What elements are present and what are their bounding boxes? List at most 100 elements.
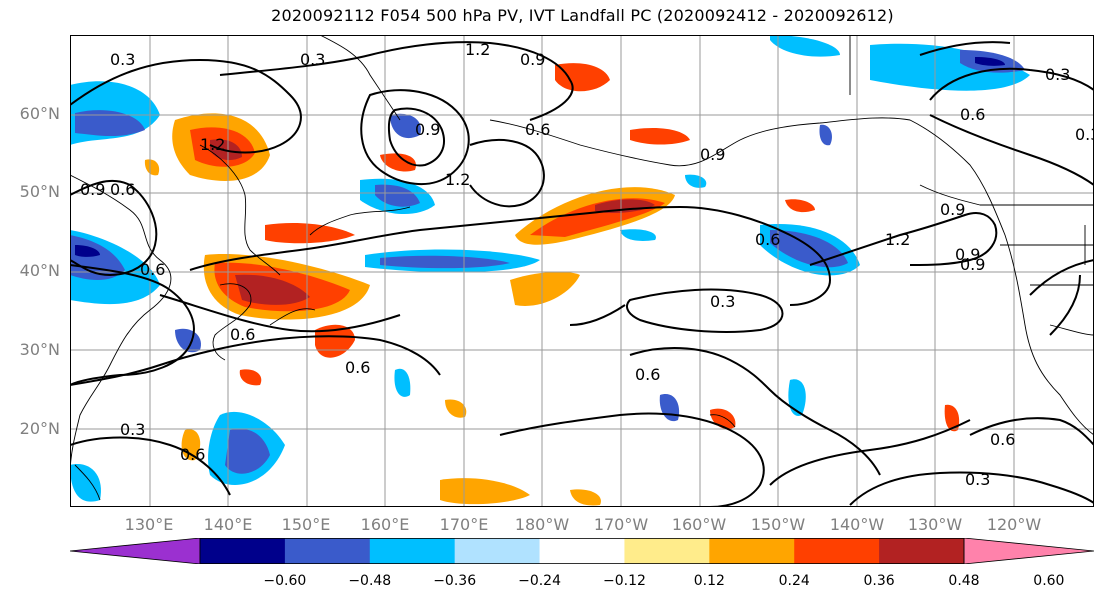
colorbar-tick-label: 0.24 — [778, 573, 810, 589]
pv-pos-patch — [144, 159, 160, 176]
pv-neg-patch — [75, 110, 145, 137]
colorbar-cell — [879, 538, 965, 564]
contour-label: 0.6 — [525, 120, 550, 139]
contour-label: 1.2 — [200, 135, 225, 154]
map-frame — [70, 35, 1094, 507]
colorbar-tick-label: 0.12 — [693, 573, 725, 589]
colorbar-frame — [199, 538, 965, 564]
lat-label-50n: 50°N — [19, 182, 60, 201]
lat-label-60n: 60°N — [19, 104, 60, 123]
pv-fill-regions — [70, 35, 1030, 506]
contour-label: 0.9 — [700, 145, 725, 164]
map-gridlines — [70, 35, 1094, 507]
pv-neg-patch — [375, 184, 420, 207]
lon-label-130w: 130°W — [907, 515, 963, 534]
colorbar-extend-high — [963, 538, 1094, 564]
colorbar-tick-label: −0.24 — [518, 573, 561, 589]
contour-label: 0.6 — [110, 180, 135, 199]
contour-labels: 0.3 1.2 0.9 0.3 0.9 1.2 0.6 0.9 0.6 1.2 … — [80, 40, 1094, 489]
contour-label: 0.9 — [940, 200, 965, 219]
pv-pos-patch — [239, 369, 262, 386]
contour-label: 0.9 — [520, 50, 545, 69]
map-panel: 0.3 1.2 0.9 0.3 0.9 1.2 0.6 0.9 0.6 1.2 … — [70, 35, 1094, 507]
contour-label: 0.9 — [960, 255, 985, 274]
colorbar-tick-label: 0.48 — [948, 573, 980, 589]
lat-label-20n: 20°N — [19, 419, 60, 438]
pv-neg-patch — [380, 255, 510, 269]
lon-label-180w: 180°W — [514, 515, 570, 534]
contour-label: 0.6 — [990, 430, 1015, 449]
pv-pos-patch — [265, 223, 355, 244]
map-title: 2020092112 F054 500 hPa PV, IVT Landfall… — [271, 6, 894, 25]
colorbar-cell — [454, 538, 541, 564]
colorbar-cell — [794, 538, 880, 564]
colorbar-cells — [70, 538, 1094, 564]
contour-label: 0.6 — [345, 358, 370, 377]
contour-label: 0.3 — [120, 420, 145, 439]
pv-neg-patch — [685, 174, 707, 188]
lat-label-30n: 30°N — [19, 340, 60, 359]
lon-label-170e: 170°E — [439, 515, 489, 534]
pv-contours — [70, 41, 1094, 507]
contour-label: 0.9 — [415, 120, 440, 139]
colorbar-cell — [200, 538, 286, 564]
colorbar-tick-label: −0.12 — [602, 573, 646, 589]
pv-neg-patch — [394, 368, 411, 397]
lon-label-150e: 150°E — [281, 515, 331, 534]
pv-pos-patch — [555, 63, 610, 92]
contour-label: 0.6 — [140, 260, 165, 279]
pv-neg-patch — [620, 229, 656, 241]
contour-label: 0.9 — [80, 180, 105, 199]
pv-pos-patch — [570, 489, 601, 506]
contour-label: 0.3 — [710, 292, 735, 311]
colorbar-tick-label: 0.36 — [863, 573, 895, 589]
pv-neg-patch — [75, 245, 100, 257]
pv-neg-patch — [870, 43, 1030, 91]
lon-label-140e: 140°E — [203, 515, 253, 534]
pv-pos-patch — [440, 478, 530, 505]
pv-pos-patch — [235, 274, 310, 305]
colorbar-cell — [624, 538, 710, 564]
contour-label: 0.6 — [230, 325, 255, 344]
colorbar-extend-low — [70, 538, 201, 564]
contour-label: 0.3 — [300, 50, 325, 69]
contour-label: 0.3 — [1045, 65, 1070, 84]
contour-label: 0.6 — [635, 365, 660, 384]
colorbar-cell — [539, 538, 625, 564]
colorbar — [70, 538, 1094, 564]
lon-label-130e: 130°E — [124, 515, 174, 534]
pv-pos-patch — [445, 399, 467, 418]
colorbar-tick-label: −0.36 — [433, 573, 477, 589]
colorbar-tick-label: −0.48 — [348, 573, 392, 589]
pv-pos-patch — [380, 153, 416, 172]
pv-pos-patch — [630, 128, 690, 145]
contour-label: 0.3 — [110, 50, 135, 69]
pv-pos-patch — [595, 199, 655, 213]
lon-label-170w: 170°W — [593, 515, 649, 534]
lon-label-160w: 160°W — [671, 515, 727, 534]
contour-label: 0.9 — [955, 245, 980, 264]
pv-pos-patch — [785, 199, 815, 213]
pv-neg-patch — [225, 428, 270, 474]
contour-label: 1.2 — [465, 40, 490, 59]
pv-neg-patch — [390, 113, 421, 139]
lon-label-150w: 150°W — [750, 515, 806, 534]
contour-label: 0.6 — [180, 445, 205, 464]
pv-neg-patch — [788, 379, 806, 416]
lon-label-140w: 140°W — [829, 515, 885, 534]
contour-label: 1.2 — [445, 170, 470, 189]
pv-neg-patch — [70, 464, 101, 502]
colorbar-tick-label: −0.60 — [263, 573, 307, 589]
colorbar-cell — [369, 538, 456, 564]
pv-pos-patch — [510, 271, 580, 306]
lat-label-40n: 40°N — [19, 261, 60, 280]
colorbar-tick-label: 0.60 — [1033, 573, 1065, 589]
pv-pos-patch — [944, 404, 960, 432]
colorbar-cell — [284, 538, 371, 564]
pv-neg-patch — [770, 35, 840, 57]
pv-pos-patch — [315, 324, 355, 358]
coastlines — [70, 35, 1094, 501]
contour-label: 1.2 — [885, 230, 910, 249]
colorbar-cell — [709, 538, 795, 564]
pv-neg-patch — [819, 124, 832, 146]
